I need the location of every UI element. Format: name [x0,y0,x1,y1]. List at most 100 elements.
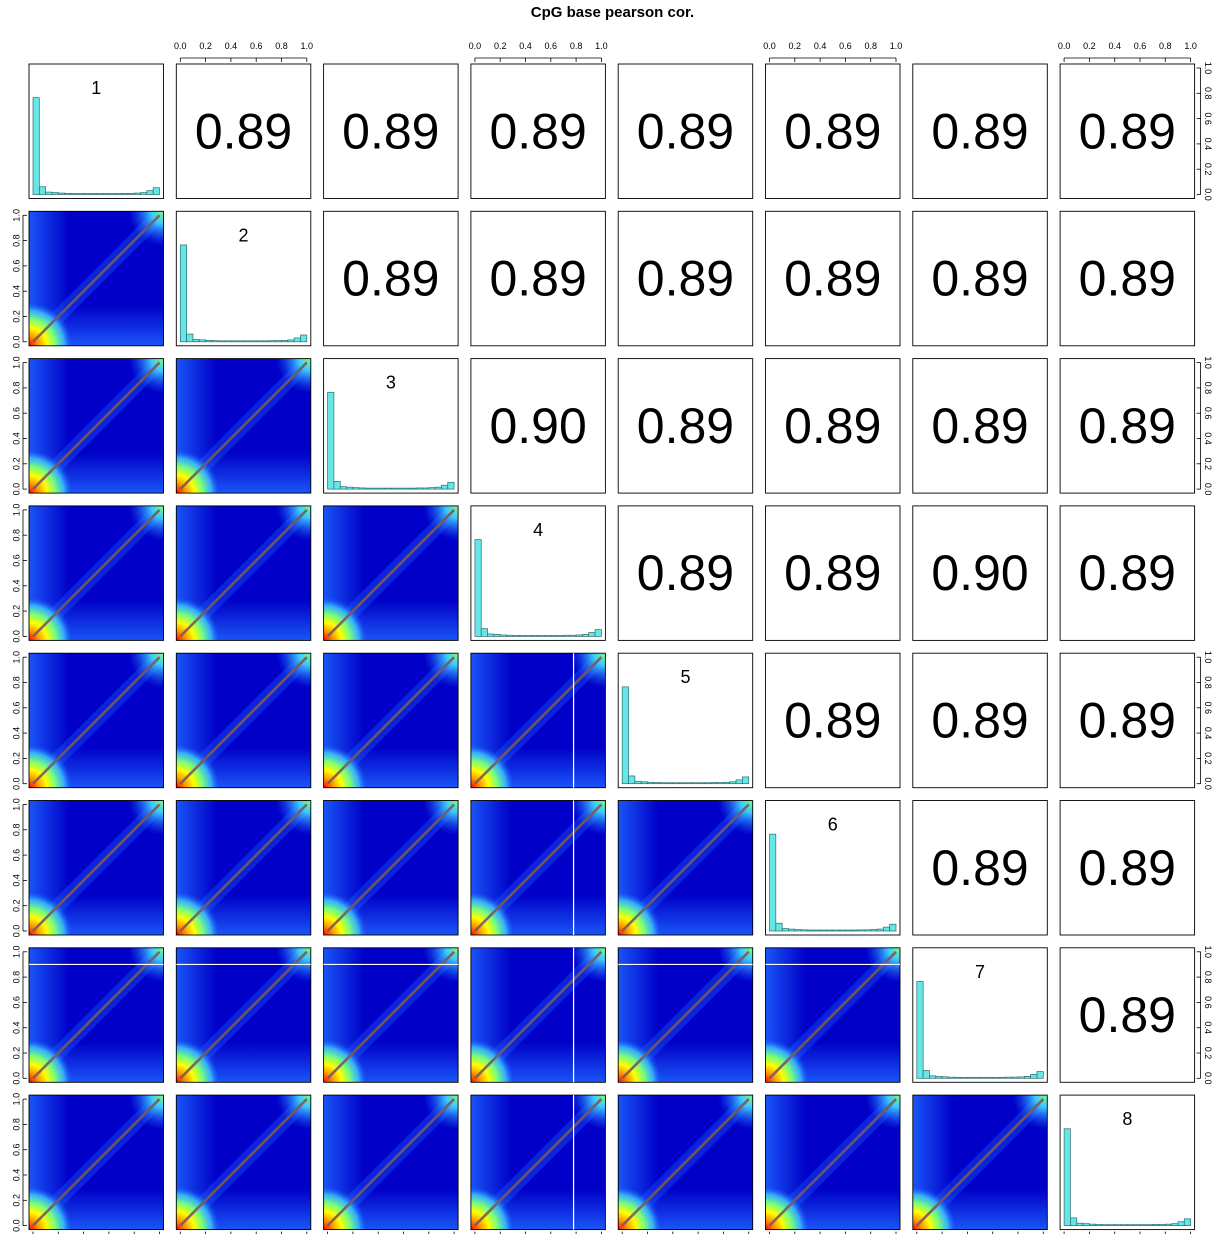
x-tick-label: 0.4 [519,41,532,51]
histogram-bar [794,929,802,932]
y-tick-label: 1.0 [11,356,21,369]
y-tick-label: 1.0 [1203,651,1213,664]
panel-frame [1059,505,1196,641]
regression-line [473,803,603,932]
histogram-bar [1089,1223,1097,1226]
histogram-bar [992,1076,1000,1079]
correlation-panel-4-5: 0.89 [617,505,754,641]
density-panel-8-3 [323,1094,459,1231]
diagonal-panel-4: 4 [470,505,606,641]
histogram-bar [127,192,135,195]
histogram-bar [922,1070,930,1079]
y-tick-label: 0.2 [11,1194,21,1207]
panel-frame [470,652,606,789]
regression-line [768,1098,897,1227]
x-tick-label: 1.0 [1184,41,1197,51]
correlation-value: 0.89 [784,103,881,159]
histogram-bar [729,781,737,785]
panel-frame [28,210,164,347]
regression-line [179,803,308,932]
panel-frame [323,652,459,789]
density-panel-6-1 [28,800,164,936]
diagonal-panel-5: 5 [617,652,754,789]
x-tick-label: 0.0 [1058,41,1071,51]
histogram-bar [487,633,495,637]
y-tick-label: 0.8 [11,971,21,984]
correlation-value: 0.89 [784,398,881,454]
correlation-panel-6-7: 0.89 [912,800,1048,936]
regression-line [179,361,308,491]
y-axis-right-3: 0.0 0.2 0.4 0.6 0.8 1.0 [1196,356,1213,496]
y-tick-label: 0.0 [1203,483,1213,496]
density-panel-8-4 [470,1094,606,1231]
histogram-bar [845,929,853,932]
histogram-bar [1164,1223,1172,1226]
density-panel-7-2 [175,947,312,1083]
histogram-bar [537,635,545,637]
histogram-bar [377,487,385,490]
panel-frame [175,1094,312,1231]
density-panel-6-3 [323,800,459,936]
regression-line [179,656,308,785]
histogram-bar [333,481,341,490]
regression-line [621,1098,750,1227]
histogram-bar [57,192,65,195]
correlation-panel-1-2: 0.89 [175,63,312,199]
histogram-bar [1030,1074,1038,1079]
histogram-bar [544,635,552,637]
histogram-bar [563,634,571,637]
regression-line [326,656,456,785]
regression-line [179,508,308,638]
histogram-bar [550,635,558,637]
y-tick-label: 0.6 [11,554,21,567]
y-tick-label: 0.8 [11,234,21,247]
panel-frame [1059,947,1196,1083]
regression-line [32,803,161,932]
x-tick-label: 0.8 [275,41,288,51]
y-tick-label: 1.0 [11,798,21,811]
density-panel-7-1 [28,947,164,1083]
histogram-bar [1108,1224,1116,1226]
regression-line [32,656,161,785]
y-tick-label: 0.2 [11,310,21,323]
y-tick-label: 0.2 [11,458,21,471]
density-panel-2-1 [28,210,164,347]
density-panel-4-1 [28,505,164,641]
histogram-bar [1139,1224,1147,1226]
y-tick-label: 0.6 [11,260,21,273]
correlation-value: 0.90 [931,545,1028,601]
histogram-bar [179,244,187,343]
histogram-bar [1120,1224,1128,1226]
x-tick-label: 1.0 [595,41,608,51]
histogram-bar [45,191,53,195]
histogram-bar [230,340,238,343]
histogram-bar [409,487,417,490]
density-panel-7-4 [470,947,606,1083]
histogram-bar [499,634,507,637]
x-tick-label: 0.8 [1159,41,1172,51]
correlation-value: 0.89 [1079,545,1176,601]
y-tick-label: 0.6 [1203,996,1213,1009]
regression-line [473,656,603,785]
variable-label: 4 [533,520,543,540]
histogram-bar [889,923,897,932]
histogram-bar [390,487,398,490]
panel-frame [912,1094,1048,1231]
correlation-value: 0.89 [195,103,292,159]
y-tick-label: 0.0 [1203,188,1213,201]
histogram-bar [346,486,354,490]
histogram-bar [480,628,488,637]
histogram-bar [716,782,724,785]
x-tick-label: 0.2 [199,41,212,51]
correlation-value: 0.89 [1079,840,1176,896]
correlation-panel-2-8: 0.89 [1059,210,1196,347]
panel-frame [175,800,312,936]
regression-line [326,508,456,638]
histogram-bar [807,929,815,932]
histogram-bar [742,776,750,785]
histogram-bar [1158,1224,1166,1226]
correlation-value: 0.89 [931,398,1028,454]
correlation-panel-1-7: 0.89 [912,63,1048,199]
panel-frame [617,505,754,641]
histogram-bar [1023,1076,1031,1079]
